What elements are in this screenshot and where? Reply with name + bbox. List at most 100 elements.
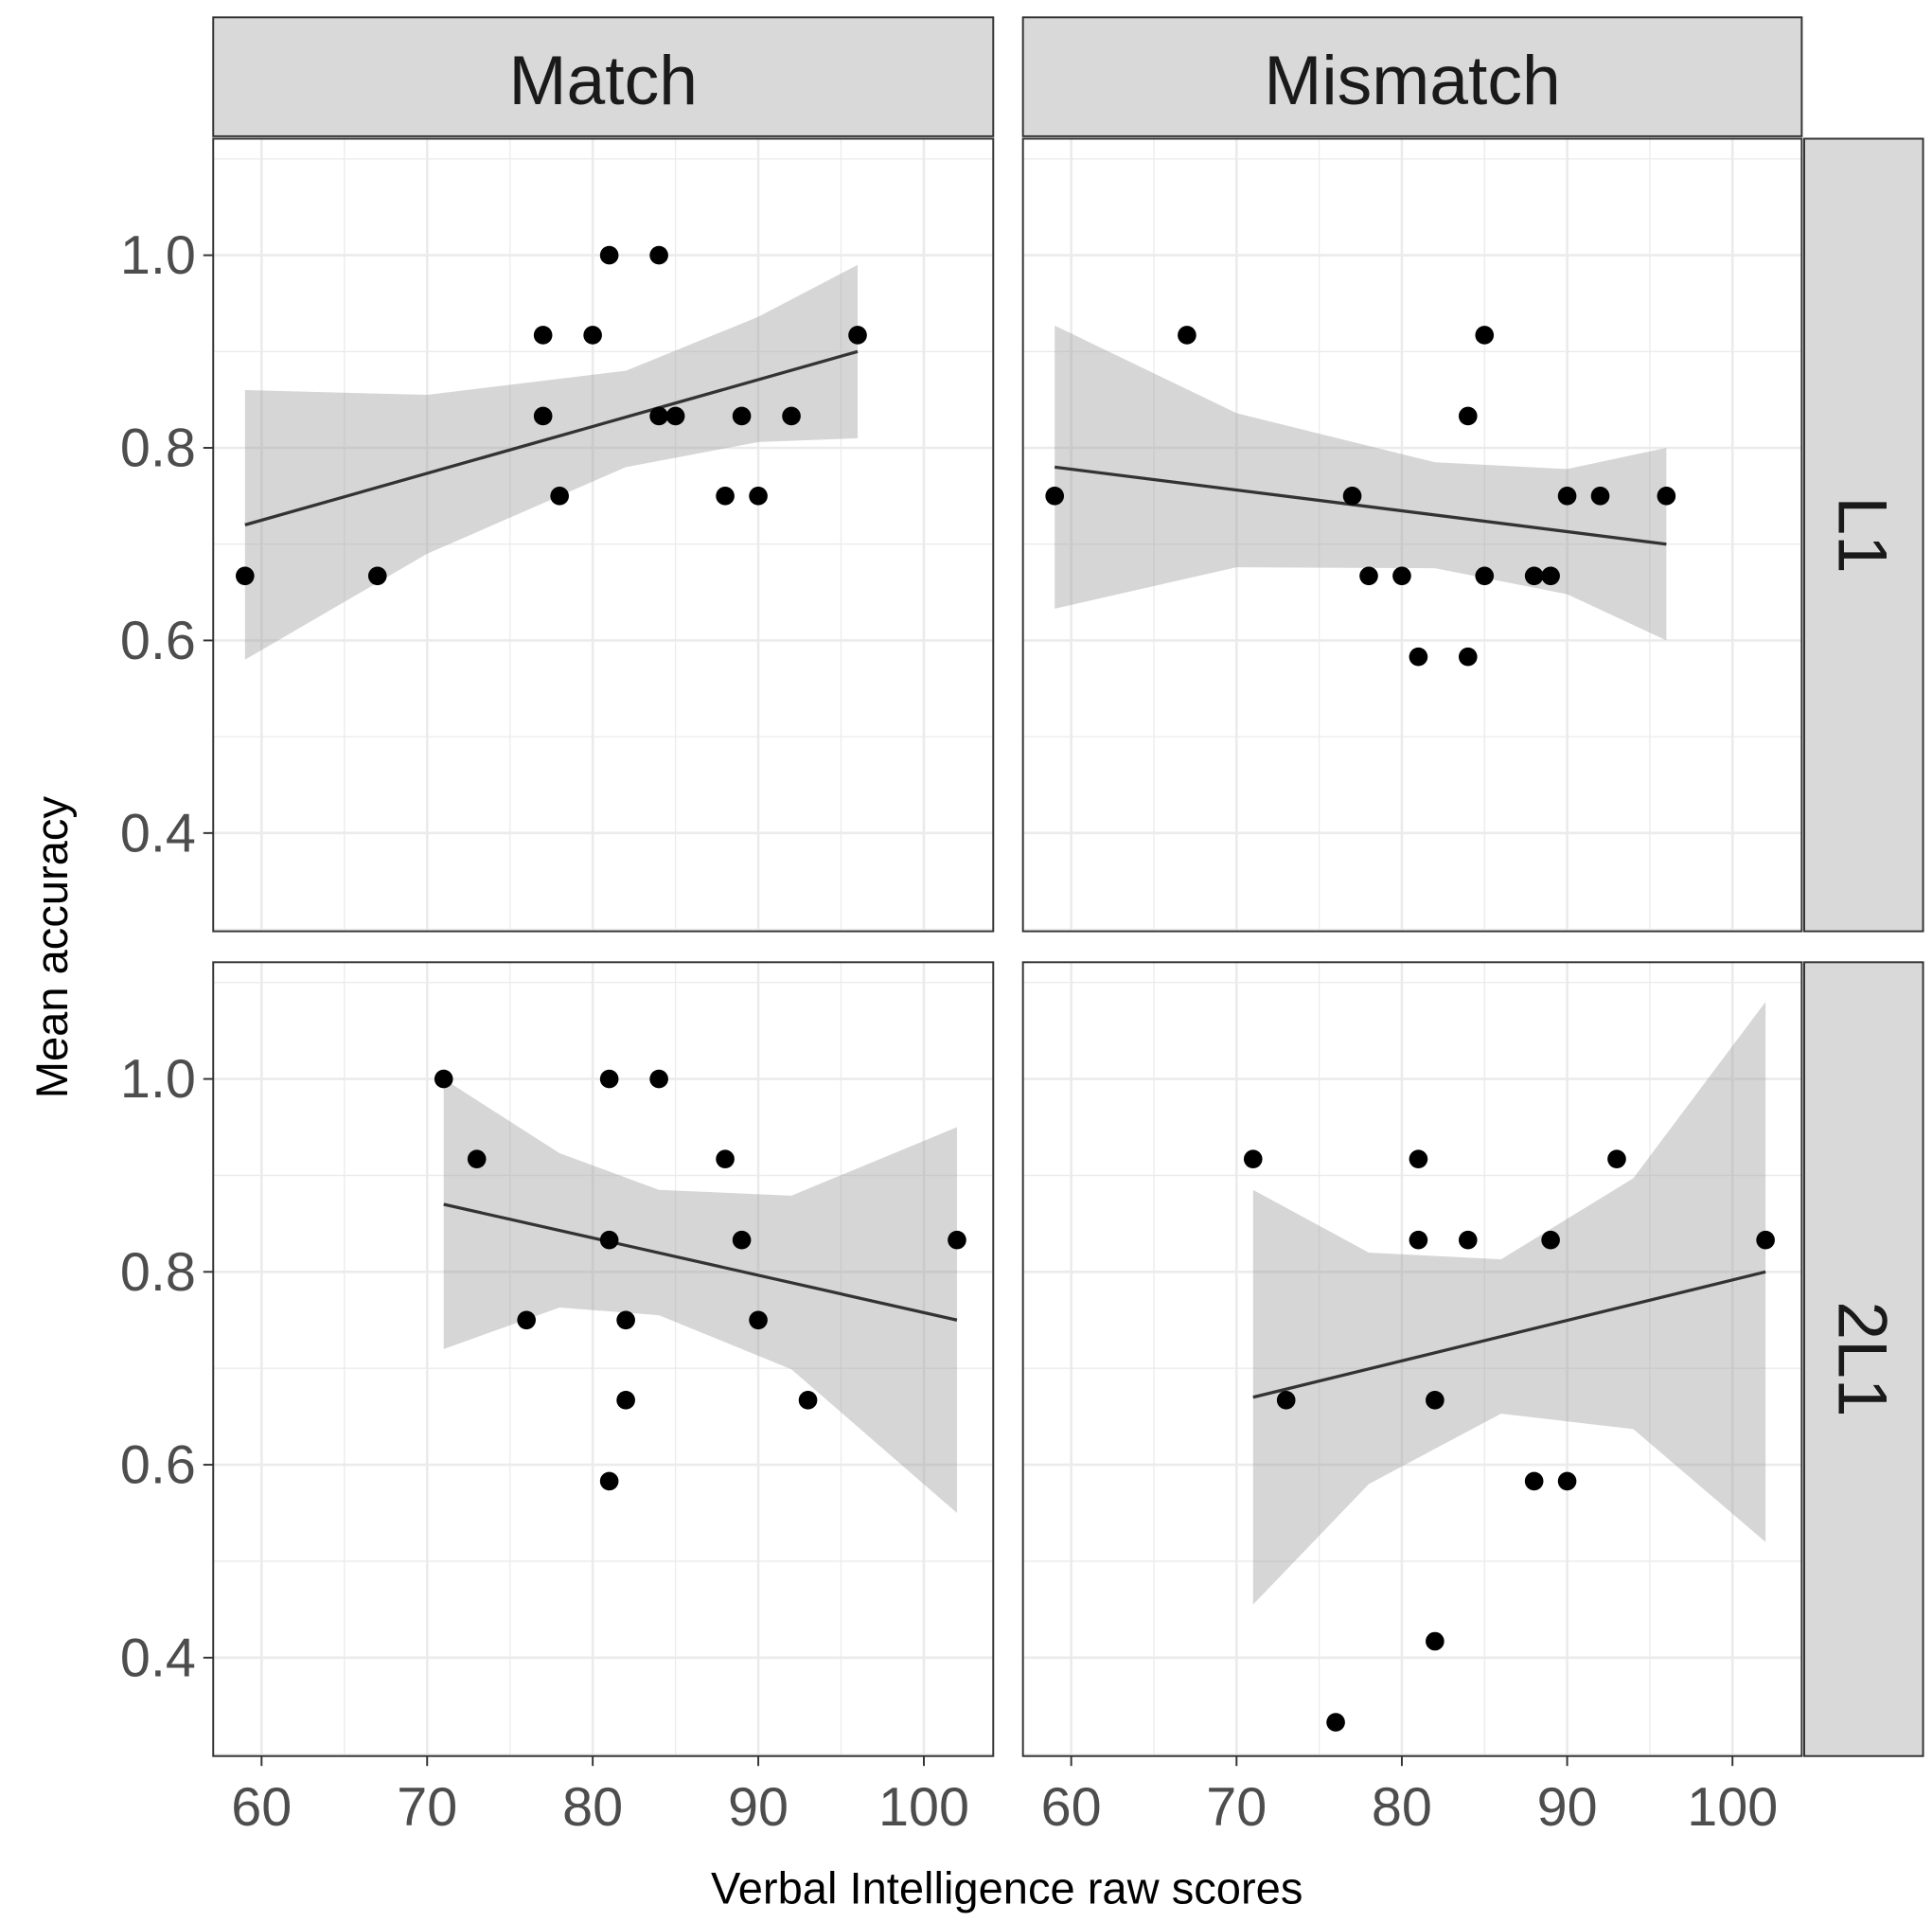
panel-border <box>212 961 995 1757</box>
data-point <box>732 406 752 426</box>
data-point <box>1409 1230 1428 1250</box>
y-tick-label: 0.8 <box>120 418 196 479</box>
data-point <box>1657 487 1676 506</box>
strip-label-match: Match <box>509 42 698 119</box>
data-point <box>649 245 668 265</box>
data-point <box>367 566 387 586</box>
data-point <box>1541 566 1560 586</box>
data-point <box>848 326 867 345</box>
y-axis-label: Mean accuracy <box>27 796 77 1099</box>
data-point <box>583 326 602 345</box>
data-point <box>1541 1230 1560 1250</box>
strip-label-l1: L1 <box>1824 496 1902 573</box>
panel-border <box>1021 961 1803 1757</box>
data-point <box>1426 1631 1445 1651</box>
data-point <box>1756 1230 1775 1250</box>
y-tick-label: 1.0 <box>120 1049 196 1110</box>
x-tick-label: 80 <box>562 1777 623 1838</box>
data-point <box>1524 1471 1544 1491</box>
x-tick-label: 100 <box>1687 1777 1778 1838</box>
panel-background <box>213 962 994 1756</box>
data-point <box>948 1230 966 1250</box>
x-tick-label: 100 <box>878 1777 969 1838</box>
data-point <box>1409 1149 1428 1168</box>
panel-mismatch-2l1: 60 70 80 90 100 <box>1021 961 1803 1838</box>
y-tick-label: 0.6 <box>120 611 196 671</box>
x-tick-label: 80 <box>1372 1777 1432 1838</box>
regression-line <box>244 349 859 526</box>
data-point <box>1426 1391 1445 1410</box>
panel-border <box>1021 137 1803 933</box>
x-tick-label: 90 <box>728 1777 789 1838</box>
panel-background <box>213 138 994 932</box>
data-point <box>1590 487 1610 506</box>
data-point <box>1458 647 1478 667</box>
data-point <box>1342 487 1362 506</box>
x-tick-label: 70 <box>397 1777 457 1838</box>
confidence-band <box>1252 1002 1766 1605</box>
strip-2l1 <box>1803 961 1924 1757</box>
panel-mismatch-l1 <box>1021 137 1803 933</box>
data-point <box>1409 647 1428 667</box>
data-point <box>665 406 685 426</box>
data-point <box>798 1391 818 1410</box>
data-point <box>1178 326 1196 345</box>
data-point <box>599 245 619 265</box>
data-point <box>550 487 569 506</box>
data-point <box>1557 1471 1577 1491</box>
data-point <box>1557 487 1577 506</box>
x-tick-label: 60 <box>1041 1777 1102 1838</box>
regression-line <box>443 1202 958 1322</box>
strip-label-2l1: 2L1 <box>1824 1301 1902 1416</box>
data-point <box>599 1471 619 1491</box>
data-point <box>616 1391 635 1410</box>
regression-line <box>1054 465 1667 546</box>
data-point <box>1359 566 1378 586</box>
regression-line <box>1252 1270 1766 1399</box>
y-tick-label: 0.4 <box>120 803 196 863</box>
panel-border <box>212 137 995 933</box>
confidence-band <box>443 1078 957 1514</box>
x-tick-label: 60 <box>231 1777 292 1838</box>
x-axis-label: Verbal Intelligence raw scores <box>711 1862 1303 1913</box>
data-point <box>517 1310 536 1330</box>
strip-match <box>212 16 995 137</box>
strip-label-mismatch: Mismatch <box>1264 42 1560 119</box>
data-point <box>1326 1713 1345 1732</box>
confidence-band <box>1055 325 1667 641</box>
data-point <box>1392 566 1411 586</box>
data-point <box>1524 566 1544 586</box>
data-point <box>649 406 668 426</box>
panel-background <box>1022 138 1802 932</box>
y-tick-label: 0.8 <box>120 1242 196 1303</box>
data-point <box>649 1069 668 1089</box>
data-point <box>1243 1149 1263 1168</box>
data-point <box>1607 1149 1626 1168</box>
data-point <box>1276 1391 1296 1410</box>
data-point <box>1458 1230 1478 1250</box>
x-tick-label: 90 <box>1537 1777 1598 1838</box>
data-point <box>1475 566 1495 586</box>
data-point <box>1045 487 1065 506</box>
confidence-band <box>244 264 859 660</box>
data-point <box>782 406 801 426</box>
data-point <box>599 1069 619 1089</box>
panel-match-2l1: 0.4 0.6 0.8 1.0 60 70 80 90 100 <box>120 961 995 1838</box>
data-point <box>599 1230 619 1250</box>
data-point <box>716 487 735 506</box>
strip-mismatch <box>1021 16 1803 137</box>
y-tick-label: 1.0 <box>120 225 196 286</box>
y-tick-label: 0.4 <box>120 1628 196 1688</box>
data-point <box>732 1230 752 1250</box>
data-point <box>716 1149 735 1168</box>
strip-l1 <box>1803 137 1924 933</box>
data-point <box>616 1310 635 1330</box>
data-point <box>533 326 553 345</box>
y-tick-label: 0.6 <box>120 1435 196 1496</box>
data-point <box>1475 326 1495 345</box>
data-point <box>434 1069 453 1089</box>
data-point <box>533 406 553 426</box>
data-point <box>467 1149 487 1168</box>
data-point <box>749 487 768 506</box>
